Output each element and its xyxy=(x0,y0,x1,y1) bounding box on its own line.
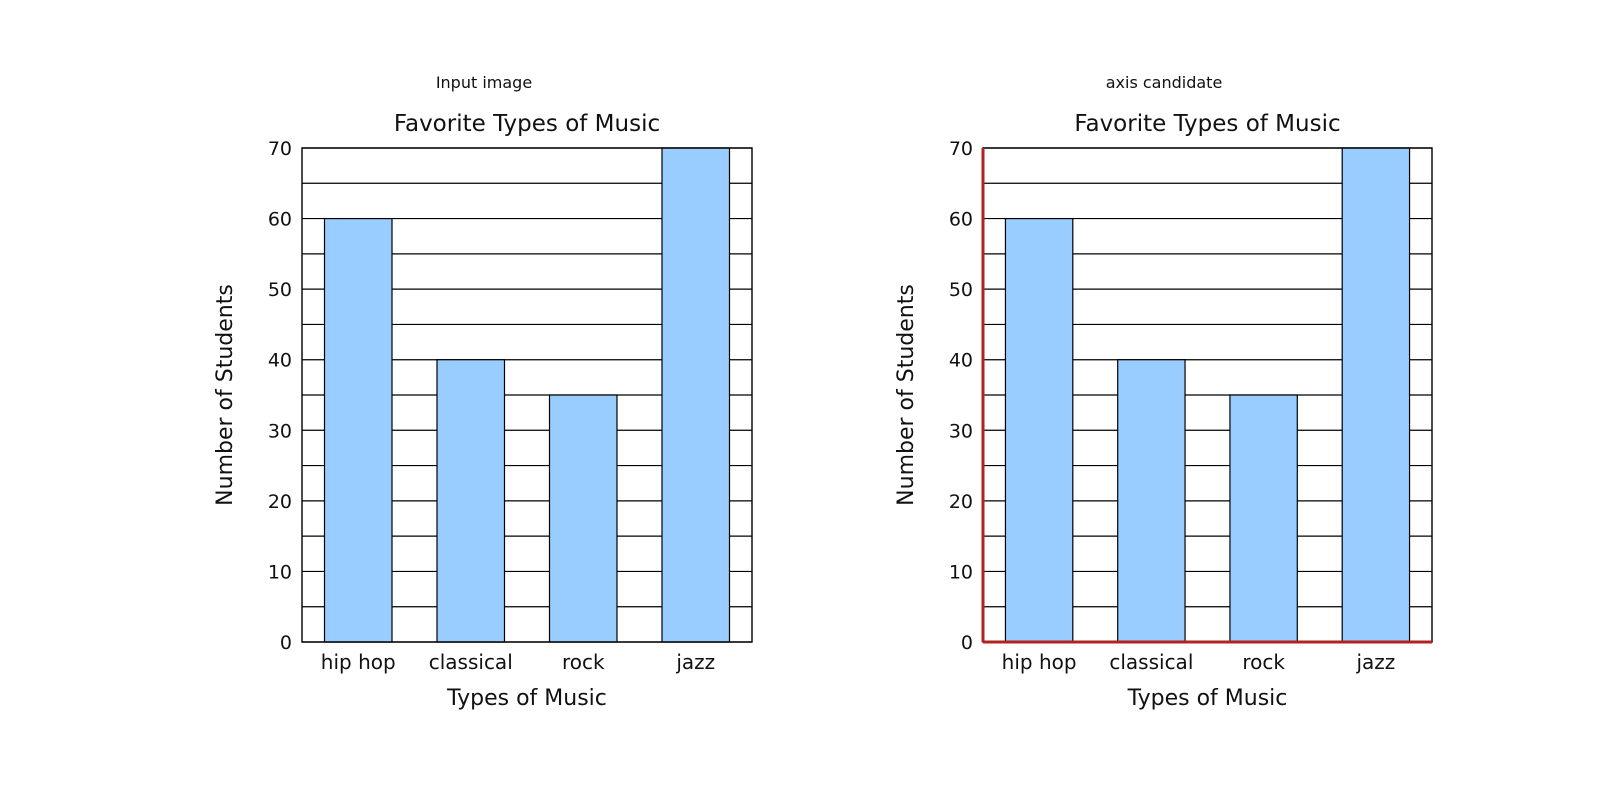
bar-rock xyxy=(1229,394,1298,643)
plot-frame xyxy=(301,147,753,643)
y-tick-label: 60 xyxy=(949,209,973,231)
bar-rock xyxy=(548,394,618,643)
bar-classical xyxy=(1117,359,1186,643)
y-tick-label: 70 xyxy=(268,138,292,160)
bar-jazz xyxy=(1341,147,1411,643)
y-tick-label: 50 xyxy=(949,279,973,301)
bar-jazz xyxy=(661,147,731,643)
panel-caption: axis candidate xyxy=(1106,73,1223,92)
y-tick-label: 0 xyxy=(961,632,973,654)
x-category-label: classical xyxy=(429,650,513,674)
x-category-label: hip hop xyxy=(321,650,396,674)
x-axis-title: Types of Music xyxy=(446,686,607,711)
x-category-label: jazz xyxy=(1355,650,1395,674)
x-category-label: rock xyxy=(562,650,605,674)
y-tick-label: 0 xyxy=(280,632,292,654)
y-tick-label: 30 xyxy=(949,420,973,442)
y-tick-label: 20 xyxy=(268,491,292,513)
y-tick-label: 30 xyxy=(268,420,292,442)
y-tick-label: 10 xyxy=(268,561,292,583)
x-axis-title: Types of Music xyxy=(1127,686,1288,711)
y-tick-label: 60 xyxy=(268,209,292,231)
x-category-label: jazz xyxy=(675,650,715,674)
x-category-label: rock xyxy=(1242,650,1285,674)
y-tick-label: 40 xyxy=(268,350,292,372)
panel-caption: Input image xyxy=(436,73,532,92)
x-category-label: classical xyxy=(1109,650,1193,674)
x-category-label: hip hop xyxy=(1002,650,1077,674)
bar-hip-hop xyxy=(1004,217,1074,643)
y-tick-label: 20 xyxy=(949,491,973,513)
y-tick-label: 50 xyxy=(268,279,292,301)
bar-classical xyxy=(436,359,506,643)
y-tick-label: 70 xyxy=(949,138,973,160)
bar-hip-hop xyxy=(323,217,393,643)
chart-title: Favorite Types of Music xyxy=(394,111,660,137)
chart-title: Favorite Types of Music xyxy=(1074,111,1340,137)
y-tick-label: 40 xyxy=(949,350,973,372)
y-tick-label: 10 xyxy=(949,561,973,583)
y-axis-title: Number of Students xyxy=(894,284,919,506)
y-axis-title: Number of Students xyxy=(213,284,238,506)
